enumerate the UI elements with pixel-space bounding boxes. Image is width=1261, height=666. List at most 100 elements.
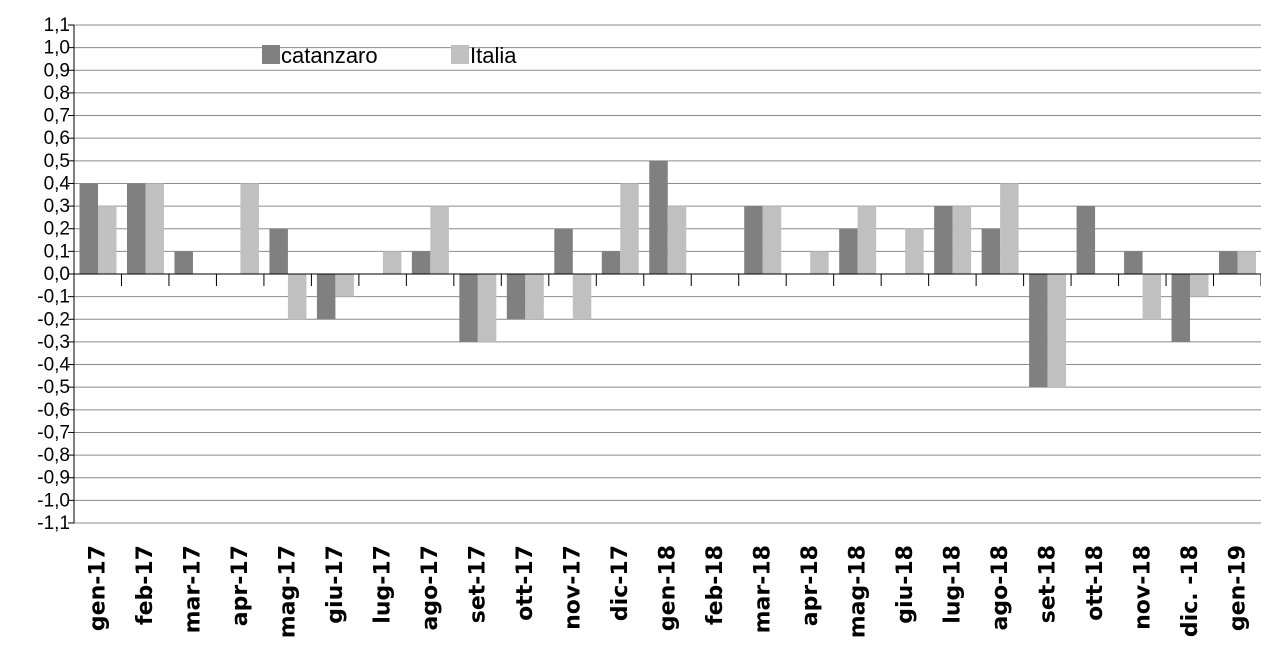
y-tick-label: -0,8 [37, 445, 70, 466]
y-tick-label: 0,1 [44, 241, 70, 262]
x-tick-label: gen-19 [1225, 545, 1250, 631]
bar-italia [335, 274, 354, 297]
bar-catanzaro [411, 251, 431, 274]
y-tick-label: 0,8 [44, 83, 70, 104]
y-tick-label: 0,9 [44, 60, 70, 81]
y-tick-label: -0,4 [37, 355, 70, 376]
y-tick-label: -0,3 [37, 332, 70, 353]
bar-catanzaro [744, 206, 763, 274]
y-tick-label: -0,6 [37, 400, 70, 421]
legend-swatch [451, 45, 469, 64]
bar-catanzaro [79, 183, 98, 274]
bar-italia [1142, 274, 1162, 320]
bar-italia [620, 183, 639, 274]
x-tick-label: ago-18 [988, 545, 1013, 630]
y-tick-label: 0,7 [44, 106, 70, 127]
bar-catanzaro [554, 228, 573, 274]
bar-italia [1047, 274, 1067, 388]
bar-italia [145, 183, 164, 274]
bar-catanzaro [506, 274, 526, 320]
x-tick-label: dic-17 [608, 545, 633, 621]
x-tick-label: lug-18 [940, 545, 965, 624]
y-tick-label: -0,5 [37, 377, 70, 398]
bar-italia [382, 251, 402, 274]
y-tick-label: 1,1 [44, 15, 70, 36]
x-tick-label: feb-18 [703, 545, 728, 625]
legend: catanzaro Italia [262, 43, 517, 68]
y-tick-label: -0,2 [37, 309, 70, 330]
x-tick-label: lug-17 [371, 545, 396, 624]
bar-italia [857, 206, 877, 274]
x-tick-label: set-17 [466, 545, 491, 623]
bar-catanzaro [1219, 251, 1238, 274]
bar-catanzaro [126, 183, 146, 274]
bar-catanzaro [649, 160, 668, 274]
bar-catanzaro [1124, 251, 1143, 274]
bar-italia [525, 274, 544, 320]
x-axis-ticks: gen-17 feb-17 mar-17 apr-17 mag-17 giu-17 lug-… [86, 545, 1251, 638]
bar-italia [287, 274, 307, 320]
y-tick-label: 0,2 [44, 219, 70, 240]
bar-italia [810, 251, 829, 274]
bar-catanzaro [934, 206, 953, 274]
y-tick-label: 0,6 [44, 128, 70, 149]
x-tick-label: feb-17 [133, 545, 158, 625]
bar-catanzaro [459, 274, 478, 342]
y-tick-label: 0,4 [44, 173, 71, 194]
bar-italia [1190, 274, 1209, 297]
bar-italia [572, 274, 592, 320]
legend-label: catanzaro [281, 43, 378, 68]
y-tick-label: 0,0 [44, 264, 70, 285]
x-tick-label: mag-18 [845, 545, 870, 638]
bar-italia [667, 206, 687, 274]
x-tick-label: nov-17 [561, 545, 586, 630]
x-tick-label: giu-17 [323, 545, 348, 624]
bar-italia [430, 206, 449, 274]
bar-italia [477, 274, 497, 342]
y-tick-label: 1,0 [44, 38, 70, 59]
y-tick-label: -0,7 [37, 422, 70, 443]
x-tick-label: mar-17 [181, 545, 206, 633]
x-tick-label: apr-18 [798, 545, 823, 626]
bar-catanzaro [316, 274, 336, 320]
x-tick-label: ago-17 [418, 545, 443, 630]
bar-italia [762, 206, 782, 274]
y-tick-label: -0,9 [37, 468, 70, 489]
bar-catanzaro [1076, 206, 1096, 274]
bar-italia [952, 206, 972, 274]
bar-catanzaro [1171, 274, 1191, 342]
y-tick-label: -1,0 [37, 490, 70, 511]
x-tick-label: gen-18 [656, 545, 681, 631]
y-tick-label: -1,1 [37, 513, 70, 534]
bar-catanzaro [1029, 274, 1048, 388]
bar-italia [98, 206, 117, 274]
y-tick-label: 0,3 [44, 196, 70, 217]
bar-italia [905, 228, 924, 274]
y-tick-label: -0,1 [37, 287, 70, 308]
x-tick-label: ott-18 [1083, 545, 1108, 621]
x-tick-label: apr-17 [228, 545, 253, 626]
y-axis-ticks: -1,1-1,0-0,9-0,8-0,7-0,6-0,5-0,4-0,3-0,2… [37, 15, 70, 534]
bar-catanzaro [839, 228, 858, 274]
x-tick-label: ott-17 [513, 545, 538, 621]
y-tick-label: 0,5 [44, 151, 70, 172]
x-tick-label: giu-18 [893, 545, 918, 624]
bar-catanzaro [981, 228, 1001, 274]
axes [68, 24, 1261, 524]
bar-italia [240, 183, 259, 274]
x-tick-label: nov-18 [1130, 545, 1155, 630]
x-tick-label: set-18 [1035, 545, 1060, 623]
bar-catanzaro [174, 251, 193, 274]
legend-label: Italia [470, 43, 517, 68]
x-tick-label: mag-17 [276, 545, 301, 638]
bars [79, 160, 1257, 388]
bar-italia [1000, 183, 1019, 274]
bar-catanzaro [269, 228, 288, 274]
bar-catanzaro [601, 251, 621, 274]
x-tick-label: dic. -18 [1178, 545, 1203, 637]
legend-swatch [262, 45, 280, 64]
x-tick-label: mar-18 [750, 545, 775, 633]
bar-italia [1237, 251, 1257, 274]
x-tick-label: gen-17 [86, 545, 111, 631]
